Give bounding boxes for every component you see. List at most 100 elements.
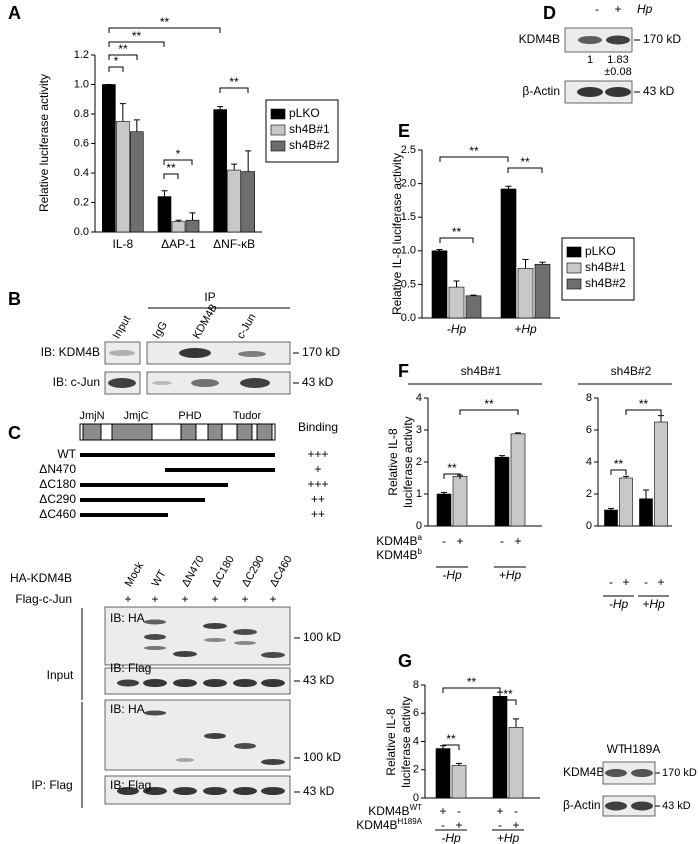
bar [451, 765, 467, 799]
y-tick-label: 0.0 [74, 226, 89, 238]
band [191, 379, 219, 387]
size-label: 170 kD [662, 767, 697, 779]
y-tick-label: 1.5 [401, 211, 416, 223]
band [238, 351, 266, 357]
panel-g-blot: WT H189A KDM4B β-Actin 170 kD 43 kD [563, 742, 697, 812]
band [143, 679, 167, 687]
bar [171, 221, 186, 233]
quant: 1 [587, 54, 593, 66]
legend-label: sh4B#1 [289, 122, 330, 136]
y-tick-label: 2 [416, 456, 422, 468]
sign: + [439, 804, 446, 818]
y-tick-label: 1.0 [74, 78, 89, 90]
significance-label: * [114, 54, 119, 68]
panel-c: JmjN JmjC PHD Tudor Binding HA-KDM4B Fla… [10, 410, 338, 808]
sign: + [151, 592, 158, 606]
significance-bracket [219, 87, 249, 93]
row-label: KDM4Ba [376, 533, 422, 549]
sign: - [514, 804, 518, 818]
y-axis-label: luciferase activity [401, 416, 415, 507]
domain [111, 423, 153, 441]
legend-swatch [270, 108, 286, 120]
bar [448, 286, 465, 319]
panel-d: - + Hp KDM4B β-Actin 170 kD 43 kD 1 1.83… [519, 2, 682, 98]
error-bar [133, 119, 140, 132]
band [234, 641, 256, 645]
y-tick-label: 6 [413, 707, 419, 719]
y-tick-label: 0.6 [74, 137, 89, 149]
size-label: 43 kD [303, 784, 335, 798]
error-bar [189, 212, 196, 221]
row-label: KDM4B [563, 765, 604, 779]
row-label: IB: c-Jun [53, 375, 100, 389]
band [204, 638, 226, 642]
sign: - [595, 2, 599, 16]
panel-label: A [8, 3, 21, 23]
bar [510, 433, 526, 527]
band [173, 679, 197, 687]
bar [500, 188, 517, 319]
significance-bracket [108, 27, 221, 33]
treatment: Hp [637, 2, 653, 16]
error-bar [513, 718, 519, 728]
y-tick-label: 0.0 [401, 312, 416, 324]
row-label: HA-KDM4B [10, 571, 72, 585]
y-tick-label: 1.0 [401, 245, 416, 257]
bar [452, 476, 468, 527]
band [173, 651, 197, 657]
legend-label: pLKO [289, 106, 320, 120]
x-tick-label: +Hp [514, 322, 537, 336]
band [605, 87, 631, 97]
error-bar [217, 106, 224, 110]
band [176, 758, 194, 762]
sign: - [500, 534, 504, 548]
row-label-text: KDM4B [368, 804, 409, 818]
row-label: IB: HA [110, 611, 145, 625]
band [117, 679, 139, 687]
chart-title: sh4B#2 [611, 364, 652, 378]
sign: + [124, 592, 131, 606]
significance-label: ** [452, 225, 462, 239]
significance-label: ** [503, 687, 513, 701]
significance-bracket [108, 54, 138, 60]
significance-bracket [459, 409, 519, 415]
bar [102, 84, 116, 233]
bar [604, 509, 618, 527]
band [261, 787, 285, 795]
y-tick-label: 6 [586, 424, 592, 436]
significance-bracket [108, 41, 165, 47]
bar [130, 131, 144, 233]
lane-label: H189A [624, 742, 661, 756]
domain-label: JmjN [79, 410, 104, 422]
band [144, 619, 166, 625]
row-label: β-Actin [563, 798, 601, 812]
row-label-text: KDM4B [356, 818, 397, 832]
significance-label: ** [446, 732, 456, 746]
bar [157, 196, 172, 233]
error-bar [608, 507, 614, 510]
band [144, 710, 166, 716]
significance-label: ** [166, 161, 176, 175]
sign: + [514, 534, 521, 548]
significance-bracket [625, 409, 662, 415]
band [233, 679, 257, 687]
row-label: IB: HA [110, 702, 145, 716]
quant: ±0.08 [604, 66, 631, 78]
size-label: 100 kD [303, 750, 341, 764]
sign: + [496, 804, 503, 818]
binding-value: ++ [311, 492, 325, 506]
y-tick-label: 2.0 [401, 178, 416, 190]
sign: - [441, 818, 445, 832]
band [631, 801, 653, 811]
bar [116, 121, 130, 233]
row-label: KDM4BH189A [356, 817, 422, 833]
band [109, 350, 135, 356]
chart-title: sh4B#1 [461, 364, 502, 378]
panel-label: C [8, 423, 21, 443]
y-tick-label: 0 [416, 520, 422, 532]
sign: + [241, 592, 248, 606]
bar [436, 493, 452, 527]
domain-label: PHD [178, 410, 201, 422]
quant: 1.83 [607, 54, 628, 66]
